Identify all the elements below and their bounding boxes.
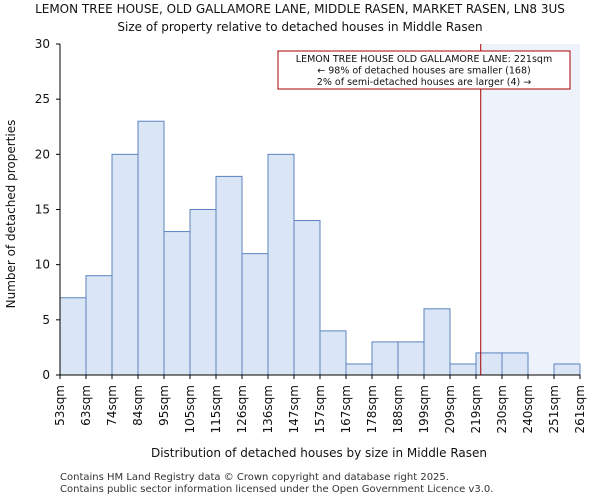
y-tick-label: 5 bbox=[42, 313, 50, 327]
x-tick-label: 53sqm bbox=[53, 385, 67, 426]
bar bbox=[59, 297, 87, 376]
highlight-region bbox=[480, 44, 580, 375]
x-tick-label: 261sqm bbox=[573, 385, 587, 433]
bar bbox=[189, 209, 217, 376]
x-tick-label: 115sqm bbox=[209, 385, 223, 433]
bar bbox=[85, 275, 113, 376]
y-tick-label: 25 bbox=[35, 92, 50, 106]
x-tick-label: 95sqm bbox=[157, 385, 171, 426]
x-tick-label: 126sqm bbox=[235, 385, 249, 433]
x-tick-label: 84sqm bbox=[131, 385, 145, 426]
x-tick-label: 230sqm bbox=[495, 385, 509, 433]
y-axis-label: Number of detached properties bbox=[4, 120, 18, 309]
x-tick-label: 157sqm bbox=[313, 385, 327, 433]
y-tick-label: 0 bbox=[42, 368, 50, 382]
bar bbox=[215, 175, 243, 376]
bar bbox=[137, 120, 165, 376]
chart-title: LEMON TREE HOUSE, OLD GALLAMORE LANE, MI… bbox=[35, 2, 565, 16]
bar bbox=[319, 330, 347, 376]
bar bbox=[371, 341, 399, 376]
x-tick-label: 105sqm bbox=[183, 385, 197, 433]
x-tick-label: 219sqm bbox=[469, 385, 483, 433]
y-tick-label: 15 bbox=[35, 203, 50, 217]
bar bbox=[553, 363, 581, 376]
bar bbox=[163, 231, 191, 376]
bar bbox=[397, 341, 425, 376]
histogram-chart: LEMON TREE HOUSE, OLD GALLAMORE LANE, MI… bbox=[4, 2, 587, 460]
x-axis-label: Distribution of detached houses by size … bbox=[151, 446, 487, 460]
bar bbox=[501, 352, 529, 376]
bar bbox=[241, 253, 269, 376]
x-tick-label: 188sqm bbox=[391, 385, 405, 433]
bar bbox=[293, 220, 321, 376]
bar bbox=[267, 153, 295, 376]
x-tick-label: 74sqm bbox=[105, 385, 119, 426]
x-tick-label: 199sqm bbox=[417, 385, 431, 433]
annotation-line-1: LEMON TREE HOUSE OLD GALLAMORE LANE: 221… bbox=[296, 54, 552, 65]
bar bbox=[423, 308, 451, 376]
footer-line-1: Contains HM Land Registry data © Crown c… bbox=[60, 472, 449, 483]
x-tick-label: 251sqm bbox=[547, 385, 561, 433]
footer-line-2: Contains public sector information licen… bbox=[60, 484, 494, 495]
bar bbox=[475, 352, 503, 376]
x-tick-label: 63sqm bbox=[79, 385, 93, 426]
bar bbox=[111, 153, 139, 376]
x-tick-label: 178sqm bbox=[365, 385, 379, 433]
y-tick-label: 20 bbox=[35, 147, 50, 161]
annotation-line-2: ← 98% of detached houses are smaller (16… bbox=[317, 66, 530, 77]
bar bbox=[449, 363, 477, 376]
y-tick-label: 10 bbox=[35, 258, 50, 272]
bar bbox=[345, 363, 373, 376]
y-tick-label: 30 bbox=[35, 37, 50, 51]
x-tick-label: 136sqm bbox=[261, 385, 275, 433]
annotation-line-3: 2% of semi-detached houses are larger (4… bbox=[317, 77, 531, 88]
annotation-box bbox=[277, 50, 571, 90]
plot-area: 0 5 10 15 20 25 30 53sqm 63sqm 74sqm 84sqm 95sqm 105… bbox=[35, 37, 587, 433]
x-tick-label: 147sqm bbox=[287, 385, 301, 433]
x-tick-label: 240sqm bbox=[521, 385, 535, 433]
x-tick-label: 167sqm bbox=[339, 385, 353, 433]
x-tick-label: 209sqm bbox=[443, 385, 457, 433]
chart-subtitle: Size of property relative to detached ho… bbox=[117, 20, 482, 34]
